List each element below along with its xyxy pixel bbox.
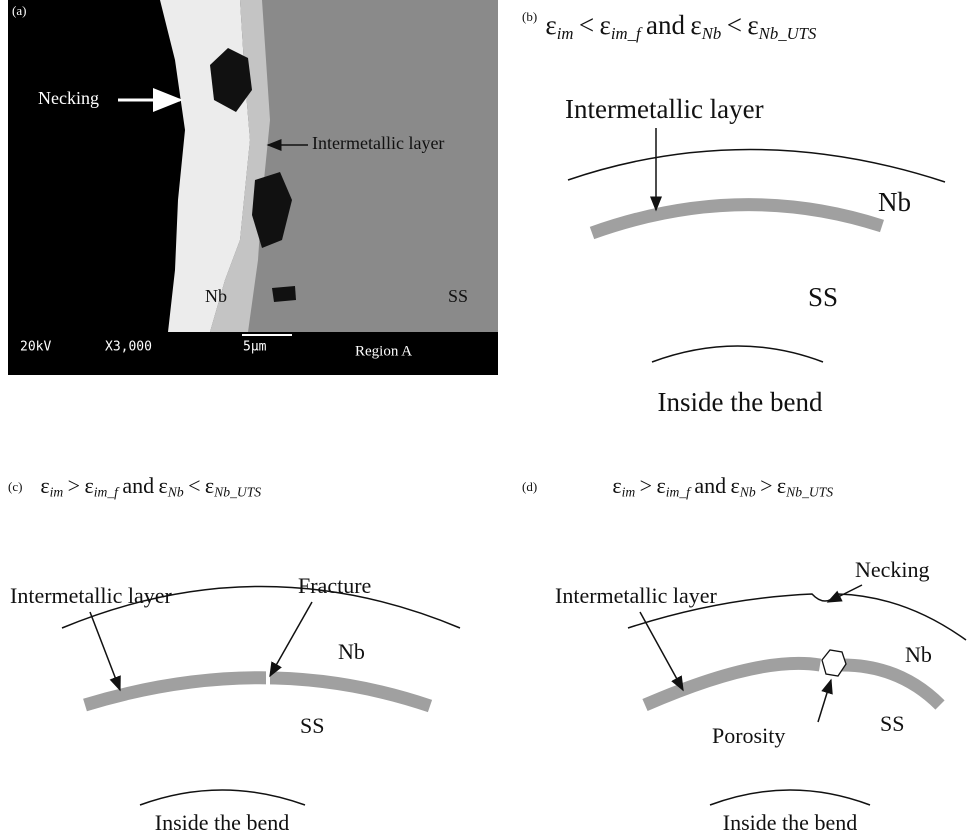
arrow [818, 680, 831, 722]
arrow [828, 585, 862, 602]
ss-label: SS [300, 713, 324, 738]
magnification: X3,000 [105, 340, 152, 355]
nb-label: Nb [338, 639, 365, 664]
subscript: im [622, 485, 636, 500]
necking-label: Necking [38, 88, 99, 108]
subscript: im [50, 485, 64, 500]
voltage: 20kV [20, 340, 51, 355]
bend-arc [710, 790, 870, 805]
particle [272, 286, 296, 302]
intermetallic-layer [85, 678, 430, 706]
ss-label: SS [880, 711, 904, 736]
arrow [640, 612, 683, 690]
symbol: < [727, 10, 742, 40]
symbol: ε [600, 10, 611, 40]
layer-label: Intermetallic layer [312, 133, 444, 153]
subscript: Nb_UTS [758, 24, 817, 43]
symbol: and [122, 473, 154, 498]
figure: (a) Necking Intermetallic layer Nb SS 20… [0, 0, 972, 837]
symbol: ε [84, 473, 93, 498]
subscript: im [557, 24, 574, 43]
symbol: < [579, 10, 594, 40]
pore [822, 650, 846, 676]
arrow [270, 602, 312, 676]
layer-label: Intermetallic layer [555, 583, 718, 608]
subscript: im_f [666, 485, 692, 500]
layer-label: Intermetallic layer [565, 94, 764, 124]
nb-boundary [568, 149, 945, 182]
arrow [90, 612, 120, 690]
symbol: ε [731, 473, 740, 498]
subscript: im_f [611, 24, 643, 43]
panel-label: (c) [8, 479, 22, 494]
symbol: > [640, 473, 652, 498]
symbol: ε [747, 10, 758, 40]
subscript: Nb [701, 24, 722, 43]
fracture-label: Fracture [298, 573, 371, 598]
symbol: ε [656, 473, 665, 498]
symbol: > [68, 473, 80, 498]
subscript: Nb [739, 485, 756, 500]
inside-label: Inside the bend [155, 810, 289, 835]
symbol: ε [159, 473, 168, 498]
symbol: < [188, 473, 200, 498]
ss-label: SS [448, 286, 468, 306]
symbol: ε [777, 473, 786, 498]
subscript: Nb [167, 485, 184, 500]
bend-arc [652, 346, 823, 362]
symbol: ε [545, 10, 556, 40]
intermetallic-layer [645, 663, 940, 705]
panel-label: (b) [522, 9, 537, 24]
symbol: ε [612, 473, 621, 498]
symbol: ε [205, 473, 214, 498]
necking-label: Necking [855, 557, 930, 582]
subscript: im_f [94, 485, 120, 500]
symbol: and [694, 473, 726, 498]
nb-label: Nb [878, 187, 911, 217]
symbol: > [760, 473, 772, 498]
symbol: ε [40, 473, 49, 498]
inside-label: Inside the bend [658, 387, 823, 417]
panel-label: (d) [522, 479, 537, 494]
symbol: ε [690, 10, 701, 40]
panel-label: (a) [12, 3, 26, 18]
inside-label: Inside the bend [723, 810, 857, 835]
subscript: Nb_UTS [785, 485, 833, 500]
region: Region A [355, 343, 412, 359]
panel-a: (a) Necking Intermetallic layer Nb SS 20… [8, 0, 498, 375]
ss-label: SS [808, 282, 838, 312]
nb-label: Nb [205, 286, 227, 306]
subscript: Nb_UTS [213, 485, 261, 500]
nb-label: Nb [905, 642, 932, 667]
symbol: and [646, 10, 685, 40]
porosity-label: Porosity [712, 723, 785, 748]
bend-arc [140, 790, 305, 805]
scale: 5µm [243, 340, 267, 355]
layer-label: Intermetallic layer [10, 583, 173, 608]
intermetallic-layer [592, 205, 882, 233]
